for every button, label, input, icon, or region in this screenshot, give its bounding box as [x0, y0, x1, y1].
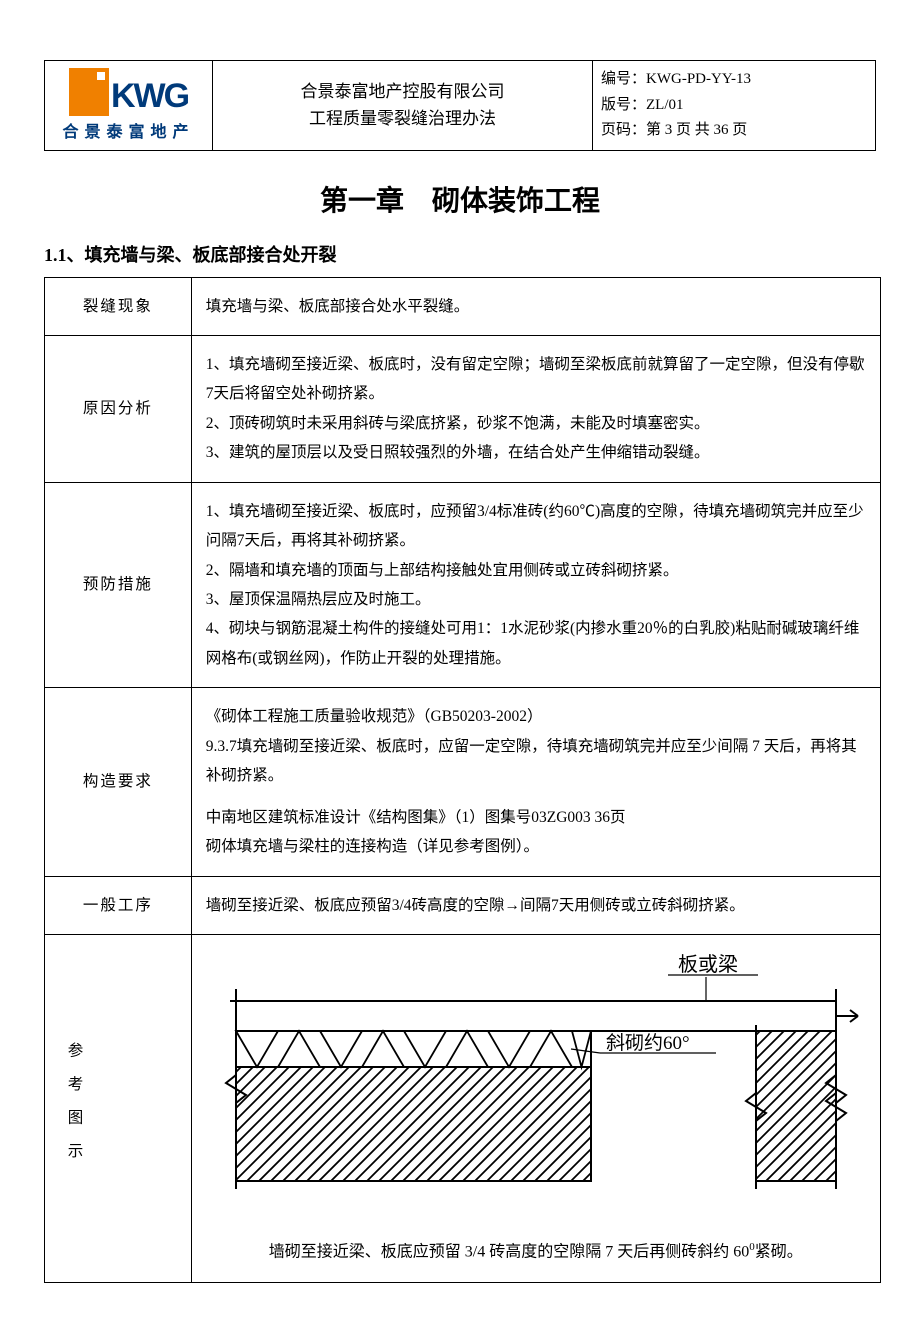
construction-diagram: 板或梁斜砌约60° [206, 949, 866, 1209]
row-construction-req: 构造要求 《砌体工程施工质量验收规范》（GB50203-2002） 9.3.7填… [45, 688, 881, 876]
label-diagram: 参考图示 [45, 934, 192, 1282]
text-construction: 《砌体工程施工质量验收规范》（GB50203-2002） 9.3.7填充墙砌至接… [191, 688, 880, 876]
svg-text:斜砌约60°: 斜砌约60° [606, 1032, 690, 1054]
logo-cell: KWG 合景泰富地产 [45, 61, 213, 151]
diagram-caption: 墙砌至接近梁、板底应预留 3/4 砖高度的空隙隔 7 天后再侧砖斜约 600紧砌… [206, 1237, 866, 1268]
doc-page: 页码：第 3 页 共 36 页 [601, 118, 867, 144]
doc-title-line2: 工程质量零裂缝治理办法 [221, 105, 584, 132]
doc-header-table: KWG 合景泰富地产 合景泰富地产控股有限公司 工程质量零裂缝治理办法 编号：K… [44, 60, 876, 151]
diagram-wrap: 板或梁斜砌约60° [206, 949, 866, 1219]
row-prevention: 预防措施 1、填充墙砌至接近梁、板底时，应预留3/4标准砖(约60℃)高度的空隙… [45, 482, 881, 688]
label-prevention: 预防措施 [45, 482, 192, 688]
diagram-cell: 板或梁斜砌约60° 墙砌至接近梁、板底应预留 3/4 砖高度的空隙隔 7 天后再… [191, 934, 880, 1282]
text-prevention: 1、填充墙砌至接近梁、板底时，应预留3/4标准砖(约60℃)高度的空隙，待填充墙… [191, 482, 880, 688]
svg-text:板或梁: 板或梁 [678, 953, 738, 976]
doc-version: 版号：ZL/01 [601, 93, 867, 119]
label-cause: 原因分析 [45, 335, 192, 482]
row-general-procedure: 一般工序 墙砌至接近梁、板底应预留3/4砖高度的空隙→间隔7天用侧砖或立砖斜砌挤… [45, 876, 881, 934]
content-table: 裂缝现象 填充墙与梁、板底部接合处水平裂缝。 原因分析 1、填充墙砌至接近梁、板… [44, 277, 881, 1284]
chapter-title: 第一章 砌体装饰工程 [44, 179, 876, 219]
logo-text-en: KWG [111, 77, 188, 116]
label-procedure: 一般工序 [45, 876, 192, 934]
text-crack: 填充墙与梁、板底部接合处水平裂缝。 [191, 277, 880, 335]
label-construction: 构造要求 [45, 688, 192, 876]
text-cause: 1、填充墙砌至接近梁、板底时，没有留定空隙；墙砌至梁板底前就算留了一定空隙，但没… [191, 335, 880, 482]
row-reference-diagram: 参考图示 板或梁斜砌约60° 墙砌至接近梁、板底应预留 3/4 砖高度的空隙隔 … [45, 934, 881, 1282]
text-procedure: 墙砌至接近梁、板底应预留3/4砖高度的空隙→间隔7天用侧砖或立砖斜砌挤紧。 [191, 876, 880, 934]
doc-title-cell: 合景泰富地产控股有限公司 工程质量零裂缝治理办法 [213, 61, 593, 151]
doc-meta-cell: 编号：KWG-PD-YY-13 版号：ZL/01 页码：第 3 页 共 36 页 [593, 61, 876, 151]
row-cause-analysis: 原因分析 1、填充墙砌至接近梁、板底时，没有留定空隙；墙砌至梁板底前就算留了一定… [45, 335, 881, 482]
doc-title-line1: 合景泰富地产控股有限公司 [221, 78, 584, 105]
doc-code: 编号：KWG-PD-YY-13 [601, 67, 867, 93]
row-crack-phenomenon: 裂缝现象 填充墙与梁、板底部接合处水平裂缝。 [45, 277, 881, 335]
logo-square-icon [69, 68, 109, 116]
company-logo: KWG 合景泰富地产 [62, 68, 194, 142]
logo-text-cn: 合景泰富地产 [62, 118, 194, 142]
label-crack: 裂缝现象 [45, 277, 192, 335]
section-title: 1.1、填充墙与梁、板底部接合处开裂 [44, 241, 876, 267]
